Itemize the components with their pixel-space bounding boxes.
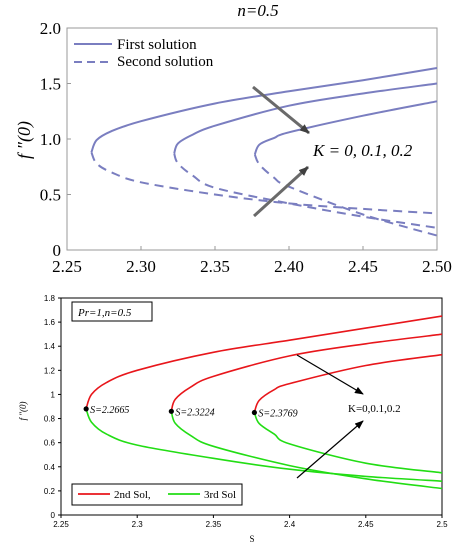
second-sol-curve-k0 (85, 315, 443, 410)
third-sol-curve-k0 (85, 408, 443, 482)
bottom-legend-box (71, 483, 243, 506)
top-chart-title: n=0.5 (237, 1, 278, 20)
second-sol-curve-k02 (253, 353, 443, 413)
first-solution-curve-k01 (173, 82, 438, 154)
top-x-tick-label: 2.45 (348, 257, 378, 276)
bottom-chart: 2.25 2.3 2.35 2.4 2.45 2.5 0 0.2 0.4 0.6 0.8 1 1.2 1… (18, 294, 448, 544)
bottom-y-tick-label: 0.8 (44, 415, 56, 424)
turning-point-label: S=2.2665 (90, 405, 129, 416)
top-chart: n=0.5 2.25 2.30 2.35 2.40 2.45 2.50 0 0.5 1.0 1.… (14, 1, 452, 276)
bottom-x-tick-label: 2.35 (206, 520, 222, 529)
third-sol-curve-k02 (253, 412, 443, 474)
second-sol-curve-k01 (170, 333, 443, 412)
top-y-tick-label: 0.5 (40, 186, 61, 205)
bottom-annotation-k: K=0,0.1,0.2 (348, 403, 401, 415)
bottom-x-tick-label: 2.5 (436, 520, 448, 529)
bottom-x-axis-label: S (249, 534, 254, 544)
bottom-y-tick-label: 1.6 (44, 318, 56, 327)
turning-point-label: S=2.3769 (258, 409, 297, 420)
bottom-x-tick-label: 2.45 (358, 520, 374, 529)
top-legend: First solution Second solution (74, 37, 214, 70)
bottom-y-tick-label: 0.6 (44, 439, 56, 448)
top-y-tick-label: 2.0 (40, 19, 61, 38)
top-curves (90, 67, 438, 237)
bottom-y-axis-label: f ″(0) (18, 402, 28, 421)
top-annotation-k: K = 0, 0.1, 0.2 (312, 141, 413, 160)
bottom-turning-points: S=2.2665 S=2.3224 S=2.3769 (83, 405, 298, 420)
turning-point-marker (251, 409, 257, 416)
third-sol-curve-k01 (170, 411, 443, 490)
bottom-x-tick-label: 2.25 (53, 520, 69, 529)
turning-point-label: S=2.3224 (175, 407, 214, 418)
second-solution-curve-k02 (253, 154, 438, 237)
legend-label-2nd-sol: 2nd Sol, (114, 489, 151, 501)
bottom-legend: 2nd Sol, 3rd Sol (71, 483, 243, 506)
bottom-x-tick-label: 2.3 (132, 520, 144, 529)
bottom-y-tick-label: 0.4 (44, 463, 56, 472)
parameter-box (71, 301, 153, 322)
second-solution-curve-k0 (90, 151, 438, 215)
bottom-y-tick-label: 1.2 (44, 366, 56, 375)
top-arrow-up (252, 165, 310, 218)
legend-label-second-solution: Second solution (117, 54, 214, 70)
bottom-y-tick-label: 0 (51, 511, 56, 520)
top-y-tick-label: 1.0 (40, 130, 61, 149)
bottom-arrow-up (296, 420, 364, 479)
top-x-tick-label: 2.40 (274, 257, 304, 276)
bottom-x-tick-label: 2.4 (284, 520, 296, 529)
top-y-tick-label: 0 (53, 241, 62, 260)
top-arrow-down (252, 85, 310, 135)
top-x-tick-label: 2.50 (422, 257, 452, 276)
turning-point-marker (83, 406, 89, 412)
legend-label-first-solution: First solution (117, 37, 197, 53)
bottom-y-tick-label: 1.4 (44, 342, 56, 351)
legend-label-3rd-sol: 3rd Sol (204, 489, 236, 501)
top-plot-area (66, 27, 438, 251)
top-x-ticks: 2.25 2.30 2.35 2.40 2.45 2.50 (52, 246, 452, 276)
top-y-ticks: 0 0.5 1.0 1.5 2.0 (40, 19, 71, 260)
bottom-arrow-down (296, 354, 364, 395)
first-solution-curve-k0 (90, 67, 438, 153)
bottom-x-ticks: 2.25 2.3 2.35 2.4 2.45 2.5 (53, 515, 448, 529)
top-x-tick-label: 2.35 (200, 257, 230, 276)
bottom-plot-area (60, 297, 443, 516)
bottom-y-tick-label: 0.2 (44, 487, 56, 496)
bottom-y-tick-label: 1.8 (44, 294, 56, 303)
top-y-tick-label: 1.5 (40, 75, 61, 94)
parameter-box-text: Pr=1,n=0.5 (77, 307, 132, 319)
bottom-curves (85, 315, 443, 490)
top-x-tick-label: 2.30 (126, 257, 156, 276)
bottom-y-tick-label: 1 (51, 390, 56, 399)
bottom-y-ticks: 0 0.2 0.4 0.6 0.8 1 1.2 1.4 1.6 1.8 (44, 294, 61, 520)
first-solution-curve-k02 (253, 100, 438, 155)
top-x-tick-label: 2.25 (52, 257, 82, 276)
top-y-axis-label: f ″(0) (14, 121, 35, 159)
turning-point-marker (168, 408, 174, 414)
